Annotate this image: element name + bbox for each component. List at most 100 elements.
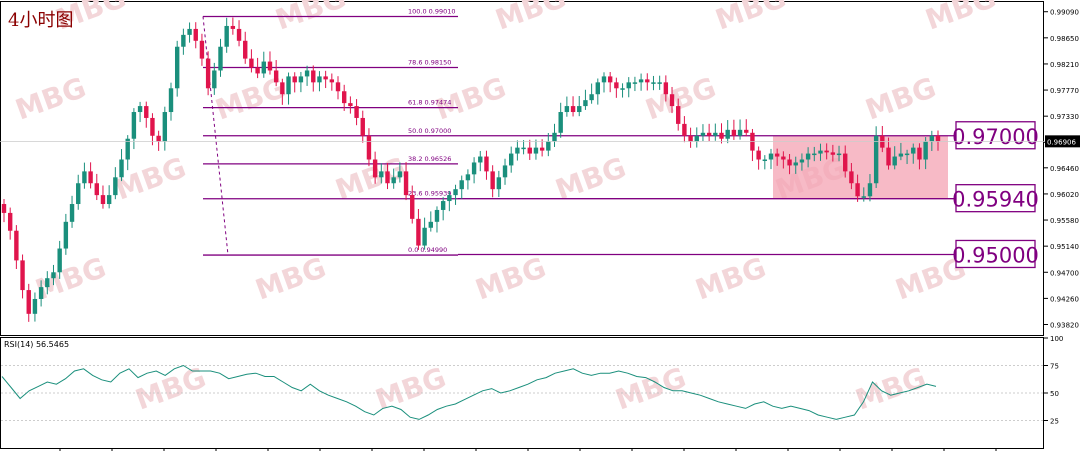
candle-body — [886, 147, 891, 166]
key-level-label: 0.97000 — [952, 125, 1039, 149]
fib-level-label: 61.8 0.97474 — [408, 99, 451, 107]
candle-body — [230, 25, 236, 29]
y-axis-tick-label: 0.94700 — [1050, 269, 1079, 277]
watermark-mbg: MBG — [11, 71, 90, 127]
y-axis-tick-label: 0.95140 — [1050, 243, 1079, 251]
candle-body — [583, 100, 588, 107]
candle-body — [45, 278, 50, 288]
candle-body — [286, 76, 291, 95]
candle-body — [787, 159, 792, 166]
candle-body — [614, 82, 619, 89]
candle-body — [849, 171, 854, 184]
candle-body — [199, 40, 205, 59]
candle-body — [570, 106, 576, 113]
candle-body — [224, 25, 229, 47]
candle-body — [651, 82, 656, 84]
candle-body — [255, 67, 260, 74]
watermark-mbg: MBG — [251, 251, 330, 307]
candle-body — [515, 147, 520, 154]
candle-body — [100, 195, 106, 205]
key-level-label: 0.95940 — [952, 188, 1039, 212]
candle-body — [298, 76, 304, 83]
candle-body — [484, 156, 489, 172]
candle-body — [521, 147, 526, 150]
candle-body — [360, 117, 365, 136]
rsi-axis-tick-label: 25 — [1050, 418, 1059, 426]
candle-body — [88, 171, 93, 184]
candle-body — [620, 88, 625, 90]
candle-body — [267, 61, 273, 71]
candle-body — [162, 112, 168, 142]
candle-body — [249, 58, 254, 68]
candle-body — [323, 76, 328, 80]
y-axis-tick-label: 0.96460 — [1050, 165, 1079, 173]
candle-body — [63, 221, 69, 249]
candle-body — [261, 61, 266, 74]
candle-body — [1, 204, 7, 213]
candle-body — [762, 159, 768, 162]
candle-body — [669, 94, 675, 107]
candle-body — [719, 132, 724, 139]
fib-level-label: 78.6 0.98150 — [408, 59, 451, 67]
candle-body — [861, 196, 866, 198]
candle-body — [403, 171, 409, 196]
candle-body — [601, 76, 607, 83]
rsi-label: RSI(14) 56.5465 — [4, 340, 70, 349]
candle-body — [137, 106, 143, 113]
chart-title: 4小时图 — [8, 10, 74, 31]
candle-body — [7, 212, 13, 231]
candle-body — [533, 147, 539, 154]
price-panel-frame — [0, 1, 1044, 336]
y-axis-tick-label: 0.99090 — [1050, 9, 1079, 17]
candle-body — [917, 147, 922, 160]
candle-body — [57, 248, 62, 273]
candle-body — [725, 129, 730, 139]
key-level-label: 0.95000 — [952, 243, 1039, 267]
watermark-mbg: MBG — [861, 71, 940, 127]
candle-body — [453, 189, 458, 196]
candle-body — [682, 123, 687, 136]
range-zone — [773, 135, 948, 199]
watermark-mbg: MBG — [491, 0, 570, 37]
candle-body — [923, 141, 928, 160]
y-axis-tick-label: 0.94260 — [1050, 295, 1079, 303]
candle-body — [236, 28, 242, 41]
key-level-box — [955, 121, 1036, 150]
fib-level-label: 50.0 0.97000 — [408, 127, 451, 135]
candle-body — [144, 106, 149, 118]
candle-body — [509, 153, 514, 166]
candle-body — [329, 79, 335, 83]
candle-body — [205, 58, 211, 89]
y-axis-tick-label: 0.98650 — [1050, 35, 1079, 43]
watermark-mbg: MBG — [111, 151, 190, 207]
candle-body — [756, 150, 761, 160]
candle-body — [898, 153, 904, 157]
candle-body — [304, 70, 310, 77]
watermark-mbg: MBG — [211, 71, 290, 127]
candle-body — [502, 165, 508, 178]
candle-body — [836, 153, 842, 156]
candle-body — [397, 171, 403, 178]
candle-body — [824, 150, 829, 153]
candle-body — [781, 156, 786, 160]
candle-body — [552, 132, 557, 142]
candle-body — [174, 46, 180, 89]
candle-body — [564, 106, 570, 113]
candle-body — [737, 129, 743, 136]
candle-body — [558, 112, 563, 133]
key-level-box — [955, 184, 1036, 213]
candle-body — [843, 153, 848, 172]
candle-body — [892, 156, 897, 166]
rsi-line — [1, 364, 937, 420]
candle-body — [478, 156, 483, 163]
candle-body — [589, 94, 594, 101]
current-price-label: 0.96906 — [1047, 138, 1076, 146]
candle-body — [422, 227, 427, 246]
candle-body — [638, 79, 644, 83]
candle-body — [694, 135, 699, 142]
candle-body — [150, 117, 155, 136]
y-axis-tick-label: 0.98210 — [1050, 61, 1079, 69]
current-price-tag — [1045, 135, 1080, 148]
candle-body — [372, 159, 378, 178]
